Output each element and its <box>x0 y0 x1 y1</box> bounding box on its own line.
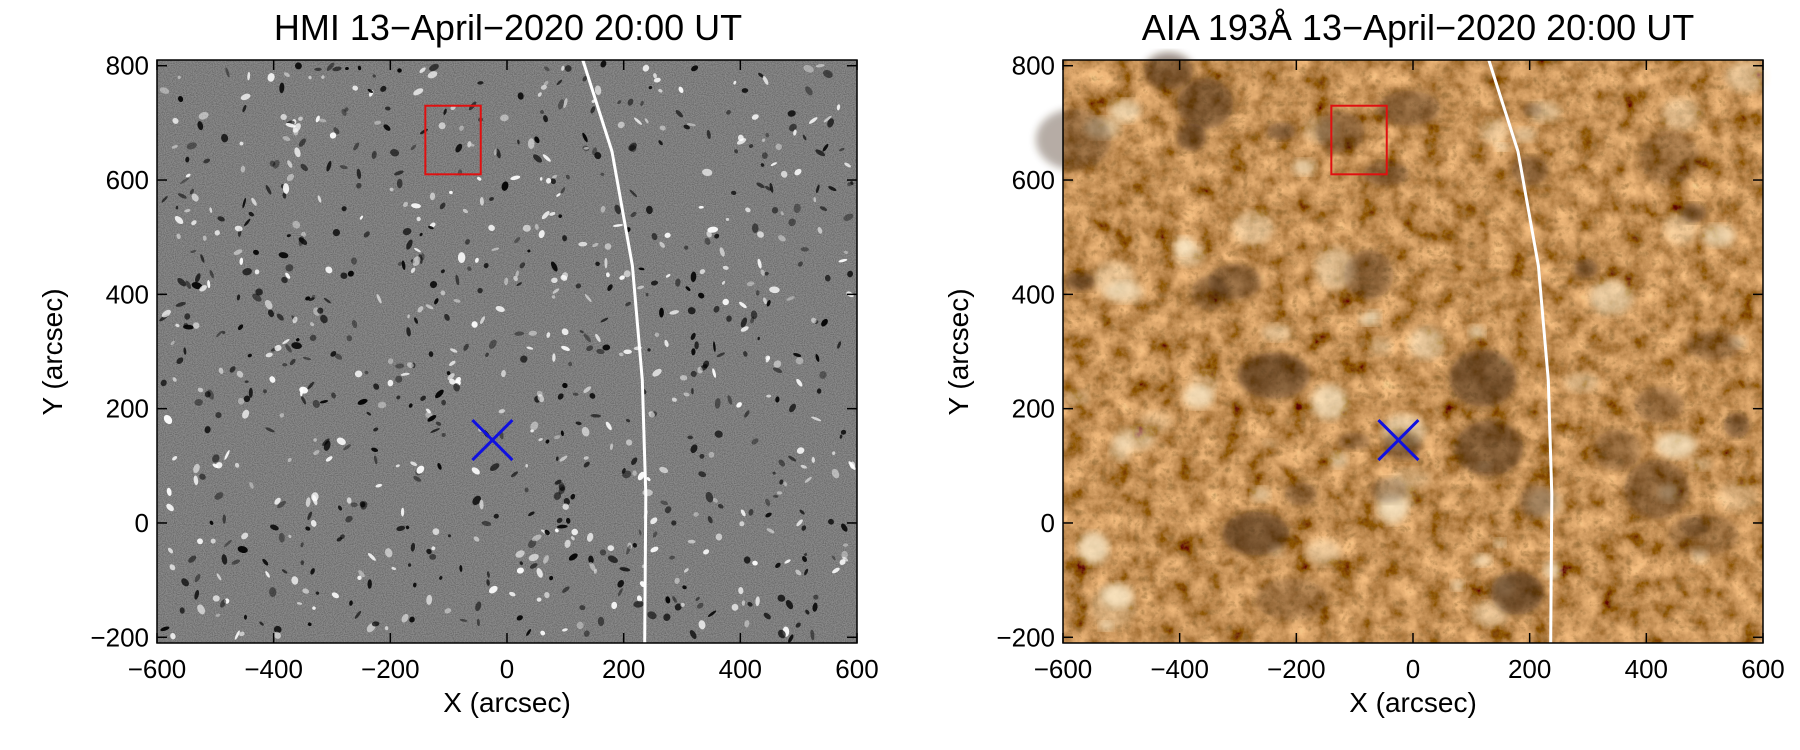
aia-y-tick-label: 200 <box>1012 394 1055 424</box>
aia-x-tick-label: −600 <box>1034 654 1093 684</box>
aia-x-tick-label: 400 <box>1625 654 1668 684</box>
hmi-region-box <box>424 104 482 176</box>
aia-x-tick-label: −400 <box>1150 654 1209 684</box>
aia-x-tick-label: −200 <box>1267 654 1326 684</box>
aia-y-tick-label: −200 <box>996 622 1055 652</box>
hmi-x-tick-label: −200 <box>361 654 420 684</box>
hmi-y-tick-label: 0 <box>135 508 149 538</box>
hmi-limb-curve <box>581 59 648 644</box>
hmi-x-tick-label: 400 <box>719 654 762 684</box>
hmi-y-tick-label: 800 <box>106 51 149 81</box>
aia-x-tick-label: 0 <box>1406 654 1420 684</box>
aia-y-axis-label: Y (arcsec) <box>943 288 974 415</box>
hmi-y-tick-label: 200 <box>106 394 149 424</box>
aia-y-tick-label: 0 <box>1041 508 1055 538</box>
aia-x-axis-label: X (arcsec) <box>1349 687 1477 718</box>
aia-y-tick-label: 600 <box>1012 165 1055 195</box>
aia-y-tick-label: 400 <box>1012 279 1055 309</box>
hmi-y-tick-label: 400 <box>106 279 149 309</box>
aia-region-box <box>1330 104 1388 176</box>
aia-x-marker <box>1377 419 1420 462</box>
hmi-y-tick-label: 600 <box>106 165 149 195</box>
aia-image <box>1035 52 1768 643</box>
hmi-x-axis-label: X (arcsec) <box>443 687 571 718</box>
aia-bright-points <box>1035 52 1768 631</box>
hmi-y-tick-label: −200 <box>90 622 149 652</box>
aia-x-tick-label: 600 <box>1741 654 1784 684</box>
hmi-magnetic-features <box>159 60 856 643</box>
hmi-x-tick-label: 0 <box>500 654 514 684</box>
hmi-x-marker <box>471 419 514 462</box>
aia-y-tick-label: 800 <box>1012 51 1055 81</box>
hmi-y-axis-label: Y (arcsec) <box>37 288 68 415</box>
hmi-x-tick-label: −400 <box>244 654 303 684</box>
hmi-image <box>157 60 857 643</box>
panel-aia: AIA 193Å 13−April−2020 20:00 UT −600 −400… <box>943 7 1785 718</box>
panel-aia-title: AIA 193Å 13−April−2020 20:00 UT <box>1142 7 1694 48</box>
aia-limb-curve <box>1487 59 1554 644</box>
aia-x-tick-label: 200 <box>1508 654 1551 684</box>
panel-hmi: HMI 13−April−2020 20:00 UT −600 −400 −200 0… <box>37 7 879 718</box>
hmi-x-tick-label: 600 <box>835 654 878 684</box>
hmi-x-tick-label: 200 <box>602 654 645 684</box>
hmi-x-tick-label: −600 <box>128 654 187 684</box>
panel-hmi-title: HMI 13−April−2020 20:00 UT <box>274 7 742 48</box>
